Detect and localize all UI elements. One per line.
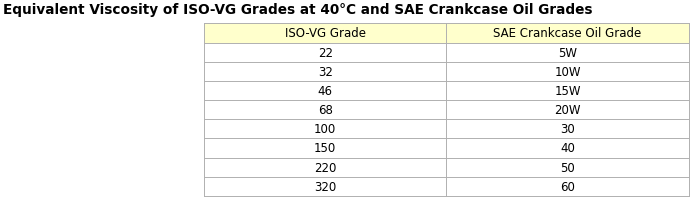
Text: 320: 320	[314, 180, 336, 193]
Bar	[204, 24, 689, 43]
Text: 50: 50	[560, 161, 575, 174]
Text: ISO-VG Grade: ISO-VG Grade	[284, 27, 366, 40]
Text: 60: 60	[560, 180, 575, 193]
Text: 46: 46	[318, 85, 333, 98]
Text: 32: 32	[318, 65, 333, 78]
Text: 20W: 20W	[554, 104, 581, 117]
Text: Equivalent Viscosity of ISO-VG Grades at 40°C and SAE Crankcase Oil Grades: Equivalent Viscosity of ISO-VG Grades at…	[3, 3, 593, 17]
Text: 5W: 5W	[558, 46, 577, 59]
Text: 10W: 10W	[554, 65, 581, 78]
Text: 220: 220	[314, 161, 336, 174]
Text: 22: 22	[318, 46, 333, 59]
Text: 150: 150	[314, 142, 336, 155]
Text: SAE Crankcase Oil Grade: SAE Crankcase Oil Grade	[493, 27, 641, 40]
Text: 30: 30	[560, 123, 575, 136]
Text: 68: 68	[318, 104, 333, 117]
Text: 15W: 15W	[554, 85, 581, 98]
Text: 100: 100	[314, 123, 336, 136]
Text: 40: 40	[560, 142, 575, 155]
